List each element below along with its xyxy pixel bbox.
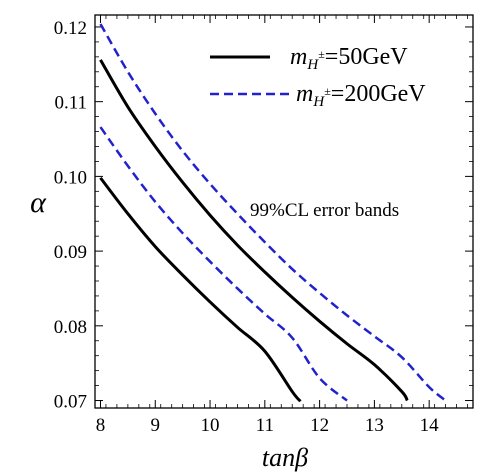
legend: mH±=50GeV mH±=200GeV xyxy=(210,44,426,110)
x-tick-label: 12 xyxy=(310,415,329,436)
series-line-2 xyxy=(99,59,409,402)
x-tick-label: 9 xyxy=(151,415,161,436)
series-group xyxy=(99,23,447,403)
x-axis-label: tanβ xyxy=(262,443,308,472)
plot-frame xyxy=(94,14,474,409)
y-tick-label: 0.07 xyxy=(54,392,87,413)
x-tick-label: 10 xyxy=(201,415,220,436)
x-tick-label: 8 xyxy=(96,415,106,436)
ticks: 8 9 10 11 12 13 14 0.07 0.08 0.09 0.10 0.11 0.12 xyxy=(54,15,473,436)
series-line-1 xyxy=(99,176,302,403)
x-tick-label: 13 xyxy=(365,415,384,436)
legend-label-50gev: mH±=50GeV xyxy=(290,44,408,73)
y-tick-label: 0.11 xyxy=(54,93,87,114)
y-tick-label: 0.12 xyxy=(54,18,87,39)
y-tick-label: 0.10 xyxy=(54,167,87,188)
annotation-text: 99%CL error bands xyxy=(250,200,399,221)
y-tick-label: 0.08 xyxy=(54,317,87,338)
x-tick-label: 11 xyxy=(256,415,274,436)
y-axis-label: α xyxy=(30,186,47,219)
x-tick-label: 14 xyxy=(420,415,440,436)
series-line-3 xyxy=(99,126,348,402)
legend-label-200gev: mH±=200GeV xyxy=(296,81,426,110)
series-line-4 xyxy=(99,23,447,402)
y-tick-label: 0.09 xyxy=(54,242,87,263)
